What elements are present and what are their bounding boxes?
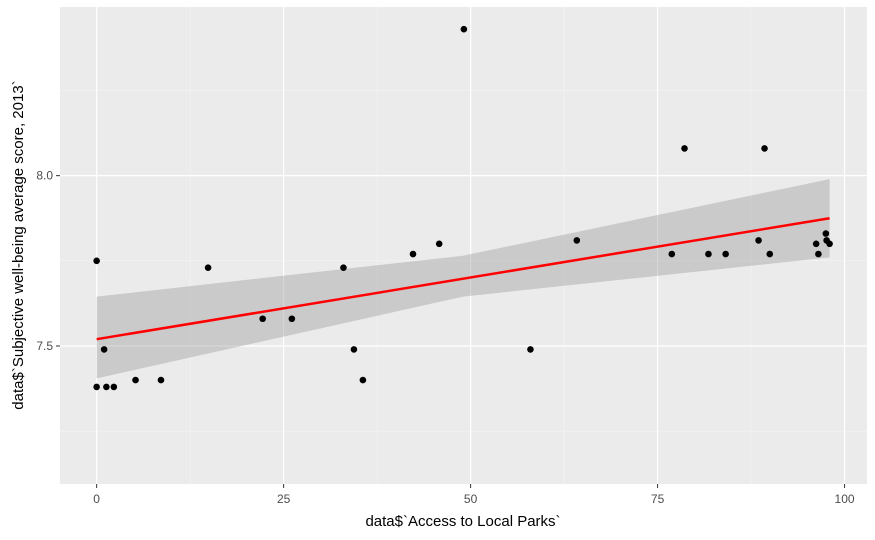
data-point <box>761 145 768 152</box>
data-point <box>755 237 762 244</box>
data-point <box>359 376 367 384</box>
data-point <box>409 250 417 258</box>
grid-minor <box>60 7 867 484</box>
data-point <box>668 250 676 258</box>
data-point <box>132 376 139 384</box>
data-point <box>350 346 358 353</box>
y-tick-label: 7.5 <box>36 339 53 353</box>
y-axis: 7.5 8.0 <box>36 169 60 353</box>
plot-panel <box>60 7 867 484</box>
y-axis-title: data$`Subjective well-being average scor… <box>10 80 27 409</box>
regression-line <box>96 217 830 341</box>
data-points <box>93 25 833 391</box>
data-point <box>259 315 266 323</box>
data-point <box>204 264 212 271</box>
y-tick-label: 8.0 <box>36 169 53 183</box>
data-point <box>822 230 830 237</box>
data-point <box>93 257 100 265</box>
x-tick-label: 25 <box>277 492 291 506</box>
data-point <box>460 25 468 33</box>
data-point <box>527 346 534 353</box>
data-point <box>826 240 833 248</box>
data-point <box>100 346 108 353</box>
data-point <box>110 383 118 391</box>
data-point <box>681 145 688 152</box>
data-point <box>157 376 165 384</box>
data-point <box>93 383 100 391</box>
x-axis-title: data$`Access to Local Parks` <box>365 513 560 530</box>
data-point <box>722 250 729 258</box>
data-point <box>340 264 347 271</box>
data-point <box>103 383 110 391</box>
data-point <box>815 250 822 258</box>
data-point <box>573 237 581 244</box>
x-axis: 0 25 50 75 100 <box>93 484 855 506</box>
data-point <box>288 315 296 323</box>
data-point <box>812 240 820 248</box>
data-point <box>766 250 774 258</box>
x-tick-label: 50 <box>464 492 478 506</box>
x-tick-label: 0 <box>93 492 100 506</box>
data-point <box>705 250 712 258</box>
x-tick-label: 75 <box>651 492 665 506</box>
data-point <box>435 240 443 248</box>
x-tick-label: 100 <box>835 492 855 506</box>
